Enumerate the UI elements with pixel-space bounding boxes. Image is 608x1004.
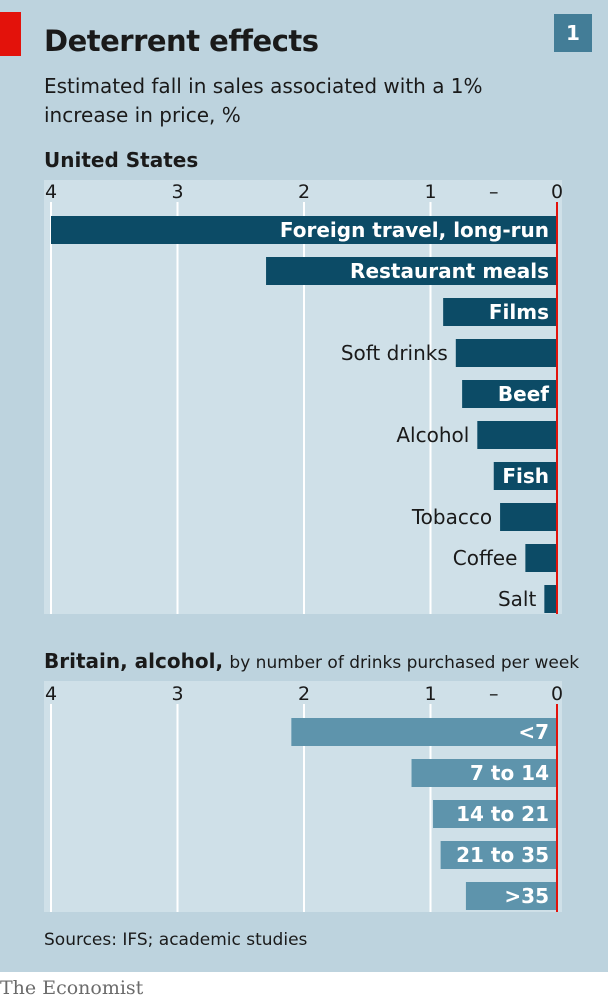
uk-tick-label: 4 <box>45 683 57 705</box>
us-bar-label: Coffee <box>453 546 518 570</box>
us-bar-label: Fish <box>502 464 549 488</box>
uk-section-title: Britain, alcohol, by number of drinks pu… <box>44 649 579 673</box>
us-bar <box>544 585 557 613</box>
source-note: Sources: IFS; academic studies <box>44 930 308 950</box>
brand-logo: The Economist <box>0 977 144 999</box>
uk-section-subtitle: by number of drinks purchased per week <box>229 653 580 673</box>
uk-bar <box>465 882 557 910</box>
us-bar <box>477 421 557 449</box>
us-tick-label: 2 <box>298 181 310 203</box>
us-section-title: United States <box>44 148 198 172</box>
us-tick-label: 0 <box>551 181 563 203</box>
us-bar-label: Tobacco <box>411 505 492 529</box>
chart-number-badge: 1 <box>554 14 592 52</box>
us-bar-label: Films <box>489 300 549 324</box>
uk-bar <box>411 759 557 787</box>
uk-tick-label: 0 <box>551 683 563 705</box>
uk-tick-label: 2 <box>298 683 310 705</box>
uk-tick-label: – <box>489 683 499 705</box>
uk-bar <box>291 718 557 746</box>
us-bar <box>455 339 557 367</box>
us-bar <box>51 216 557 244</box>
us-bar <box>443 298 557 326</box>
us-bar <box>493 462 557 490</box>
uk-bar-label: >35 <box>504 884 549 908</box>
us-bar-label: Foreign travel, long-run <box>280 218 549 242</box>
us-tick-label: – <box>489 181 499 203</box>
us-bar <box>525 544 557 572</box>
chart-subtitle: Estimated fall in sales associated with … <box>44 74 483 127</box>
us-bar-label: Salt <box>498 587 537 611</box>
uk-bar-label: 21 to 35 <box>456 843 549 867</box>
us-tick-label: 3 <box>171 181 183 203</box>
uk-tick-label: 1 <box>424 683 436 705</box>
uk-bar-label: <7 <box>518 720 549 744</box>
us-bar-label: Alcohol <box>396 423 469 447</box>
us-bar <box>266 257 557 285</box>
us-bar-label: Restaurant meals <box>350 259 549 283</box>
us-tick-label: 4 <box>45 181 57 203</box>
us-tick-label: 1 <box>424 181 436 203</box>
us-bar <box>500 503 557 531</box>
uk-bar <box>433 800 557 828</box>
chart-title: Deterrent effects <box>44 24 319 58</box>
us-section-title-text: United States <box>44 148 199 172</box>
us-bar-label: Beef <box>498 382 549 406</box>
uk-section-title-text: Britain, alcohol, <box>44 649 224 673</box>
uk-tick-label: 3 <box>171 683 183 705</box>
uk-bar-label: 14 to 21 <box>456 802 549 826</box>
red-accent-tab <box>0 12 21 56</box>
us-bar-label: Soft drinks <box>341 341 448 365</box>
uk-bar-label: 7 to 14 <box>470 761 549 785</box>
us-bar <box>462 380 557 408</box>
uk-bar <box>440 841 557 869</box>
